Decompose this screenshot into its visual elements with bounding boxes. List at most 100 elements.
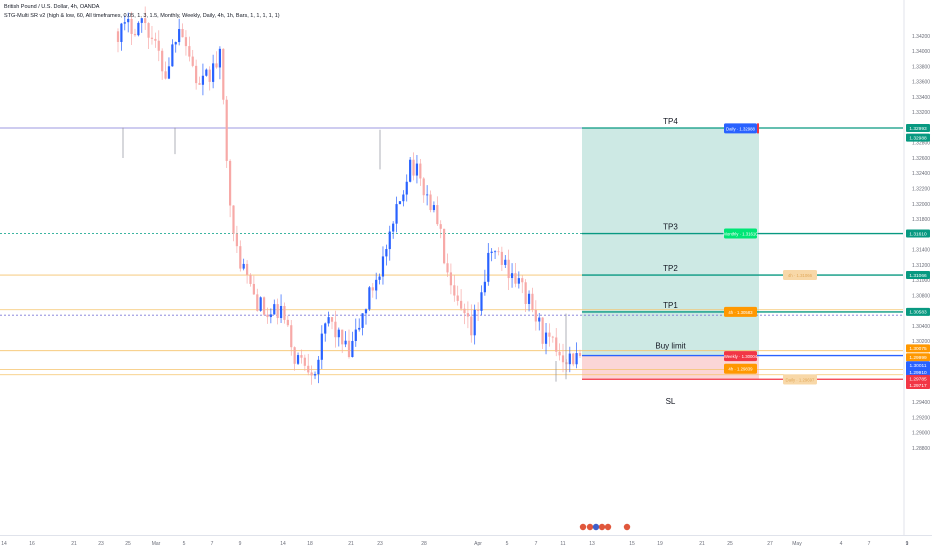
candle-body	[283, 306, 286, 320]
candle-body	[463, 308, 466, 314]
price-label-badge[interactable]	[906, 368, 930, 377]
price-label-badge[interactable]	[906, 307, 930, 316]
level-tag	[783, 270, 817, 281]
time-tick-label: 23	[377, 541, 383, 547]
candle-body	[487, 252, 490, 282]
price-axis[interactable]: 1.34200 1.34000 1.33800 1.33600 1.33400 1.332…	[906, 34, 930, 452]
price-label-badge[interactable]	[906, 344, 930, 353]
candle-body	[181, 28, 184, 38]
symbol-title[interactable]: British Pound / U.S. Dollar, 4h, OANDA	[4, 4, 100, 10]
us-flag-icon[interactable]	[592, 523, 600, 531]
price-label-badge[interactable]	[906, 133, 930, 142]
grid	[0, 0, 932, 536]
candle-body	[269, 314, 272, 318]
price-tick-label: 1.29000	[912, 431, 930, 437]
candle-body	[534, 309, 537, 322]
time-tick-label: 9	[239, 541, 242, 547]
price-tick-label: 1.31400	[912, 248, 930, 254]
level-tag-label: 4h · 1.30583	[728, 310, 753, 315]
event-icons[interactable]	[579, 523, 631, 531]
time-tick-label: 9	[906, 541, 909, 547]
level-tag-label: Daily · 1.32988	[726, 126, 756, 131]
us-flag-icon[interactable]	[604, 523, 612, 531]
candle-body	[436, 205, 439, 225]
price-tick-label: 1.31200	[912, 263, 930, 269]
candle-body	[266, 314, 269, 318]
candle-body	[293, 347, 296, 364]
candle-body	[178, 28, 181, 43]
candle-body	[375, 279, 378, 291]
candle-body	[483, 281, 486, 293]
candle-body	[133, 33, 137, 36]
candle-body	[144, 18, 147, 24]
chart-legend[interactable]: British Pound / U.S. Dollar, 4h, OANDA S…	[4, 3, 280, 21]
candle-body	[500, 251, 503, 265]
level-tag	[724, 306, 757, 317]
price-label-badge[interactable]	[906, 123, 930, 132]
price-label-badge[interactable]	[906, 361, 930, 370]
candle-body	[558, 351, 561, 356]
indicator-title[interactable]: STG-Multi SR v2 (high & low, 60, All tim…	[4, 13, 280, 19]
candle-body	[521, 278, 524, 283]
us-flag-icon[interactable]	[598, 523, 606, 531]
candle-body	[300, 355, 303, 358]
price-label-text: 1.29910	[909, 370, 927, 376]
candle-body	[381, 256, 385, 277]
candle-body	[439, 224, 442, 229]
candle-body	[527, 293, 531, 304]
candle-body	[402, 194, 405, 202]
stop-loss-label: SL	[666, 397, 676, 406]
price-label-badge[interactable]	[906, 229, 930, 238]
time-tick-label: 14	[1, 541, 7, 547]
time-tick-label: Apr	[474, 541, 482, 547]
time-tick-label: May	[792, 541, 802, 547]
candle-body	[235, 233, 238, 247]
target-label: TP2	[663, 264, 678, 273]
time-tick-label: 19	[657, 541, 663, 547]
price-label-text: 1.30583	[909, 310, 927, 316]
candle-body	[398, 201, 402, 205]
candle-body	[555, 337, 558, 352]
price-label-badge[interactable]	[906, 374, 930, 383]
us-flag-icon[interactable]	[586, 523, 594, 531]
price-label-badge[interactable]	[906, 271, 930, 280]
candle-body	[123, 22, 126, 24]
price-label-badge[interactable]	[906, 353, 930, 362]
candle-body	[388, 231, 391, 250]
candle-body	[191, 56, 194, 66]
candle-body	[212, 63, 215, 82]
candle-body	[161, 50, 164, 72]
candle-body	[137, 22, 140, 36]
price-label-badge[interactable]	[906, 381, 930, 390]
time-tick-label: 1	[906, 541, 909, 547]
time-tick-label: 23	[98, 541, 104, 547]
price-tick-label: 1.31800	[912, 217, 930, 223]
candle-body	[320, 333, 323, 360]
candle-body	[347, 340, 351, 358]
level-tag	[724, 123, 757, 134]
price-tick-label: 1.32600	[912, 156, 930, 162]
candle-body	[201, 75, 205, 85]
us-flag-icon[interactable]	[579, 523, 587, 531]
candle-body	[184, 37, 188, 47]
level-tag-label: 4h · 1.29839	[728, 367, 753, 372]
candle-body	[572, 353, 575, 365]
time-axis[interactable]: 14 16 21 23 25 Mar 5 7 9 14 18 21 23 28 Apr 5 7 11 13 15 19 2…	[1, 541, 908, 547]
candle-body	[296, 355, 300, 364]
candle-body	[453, 285, 456, 296]
candle-body	[565, 362, 568, 365]
price-label-text: 1.29999	[909, 355, 927, 361]
us-flag-icon[interactable]	[623, 523, 631, 531]
candle-body	[497, 251, 500, 253]
price-label-text: 1.31066	[909, 273, 927, 279]
time-tick-label: 27	[767, 541, 773, 547]
candle-body	[215, 63, 218, 68]
candle-body	[456, 295, 459, 301]
candle-body	[303, 357, 306, 366]
candle-body	[371, 287, 374, 291]
candle-body	[354, 329, 357, 341]
candle-body	[334, 321, 337, 338]
candle-body	[409, 159, 412, 182]
tag-marker	[757, 123, 759, 134]
